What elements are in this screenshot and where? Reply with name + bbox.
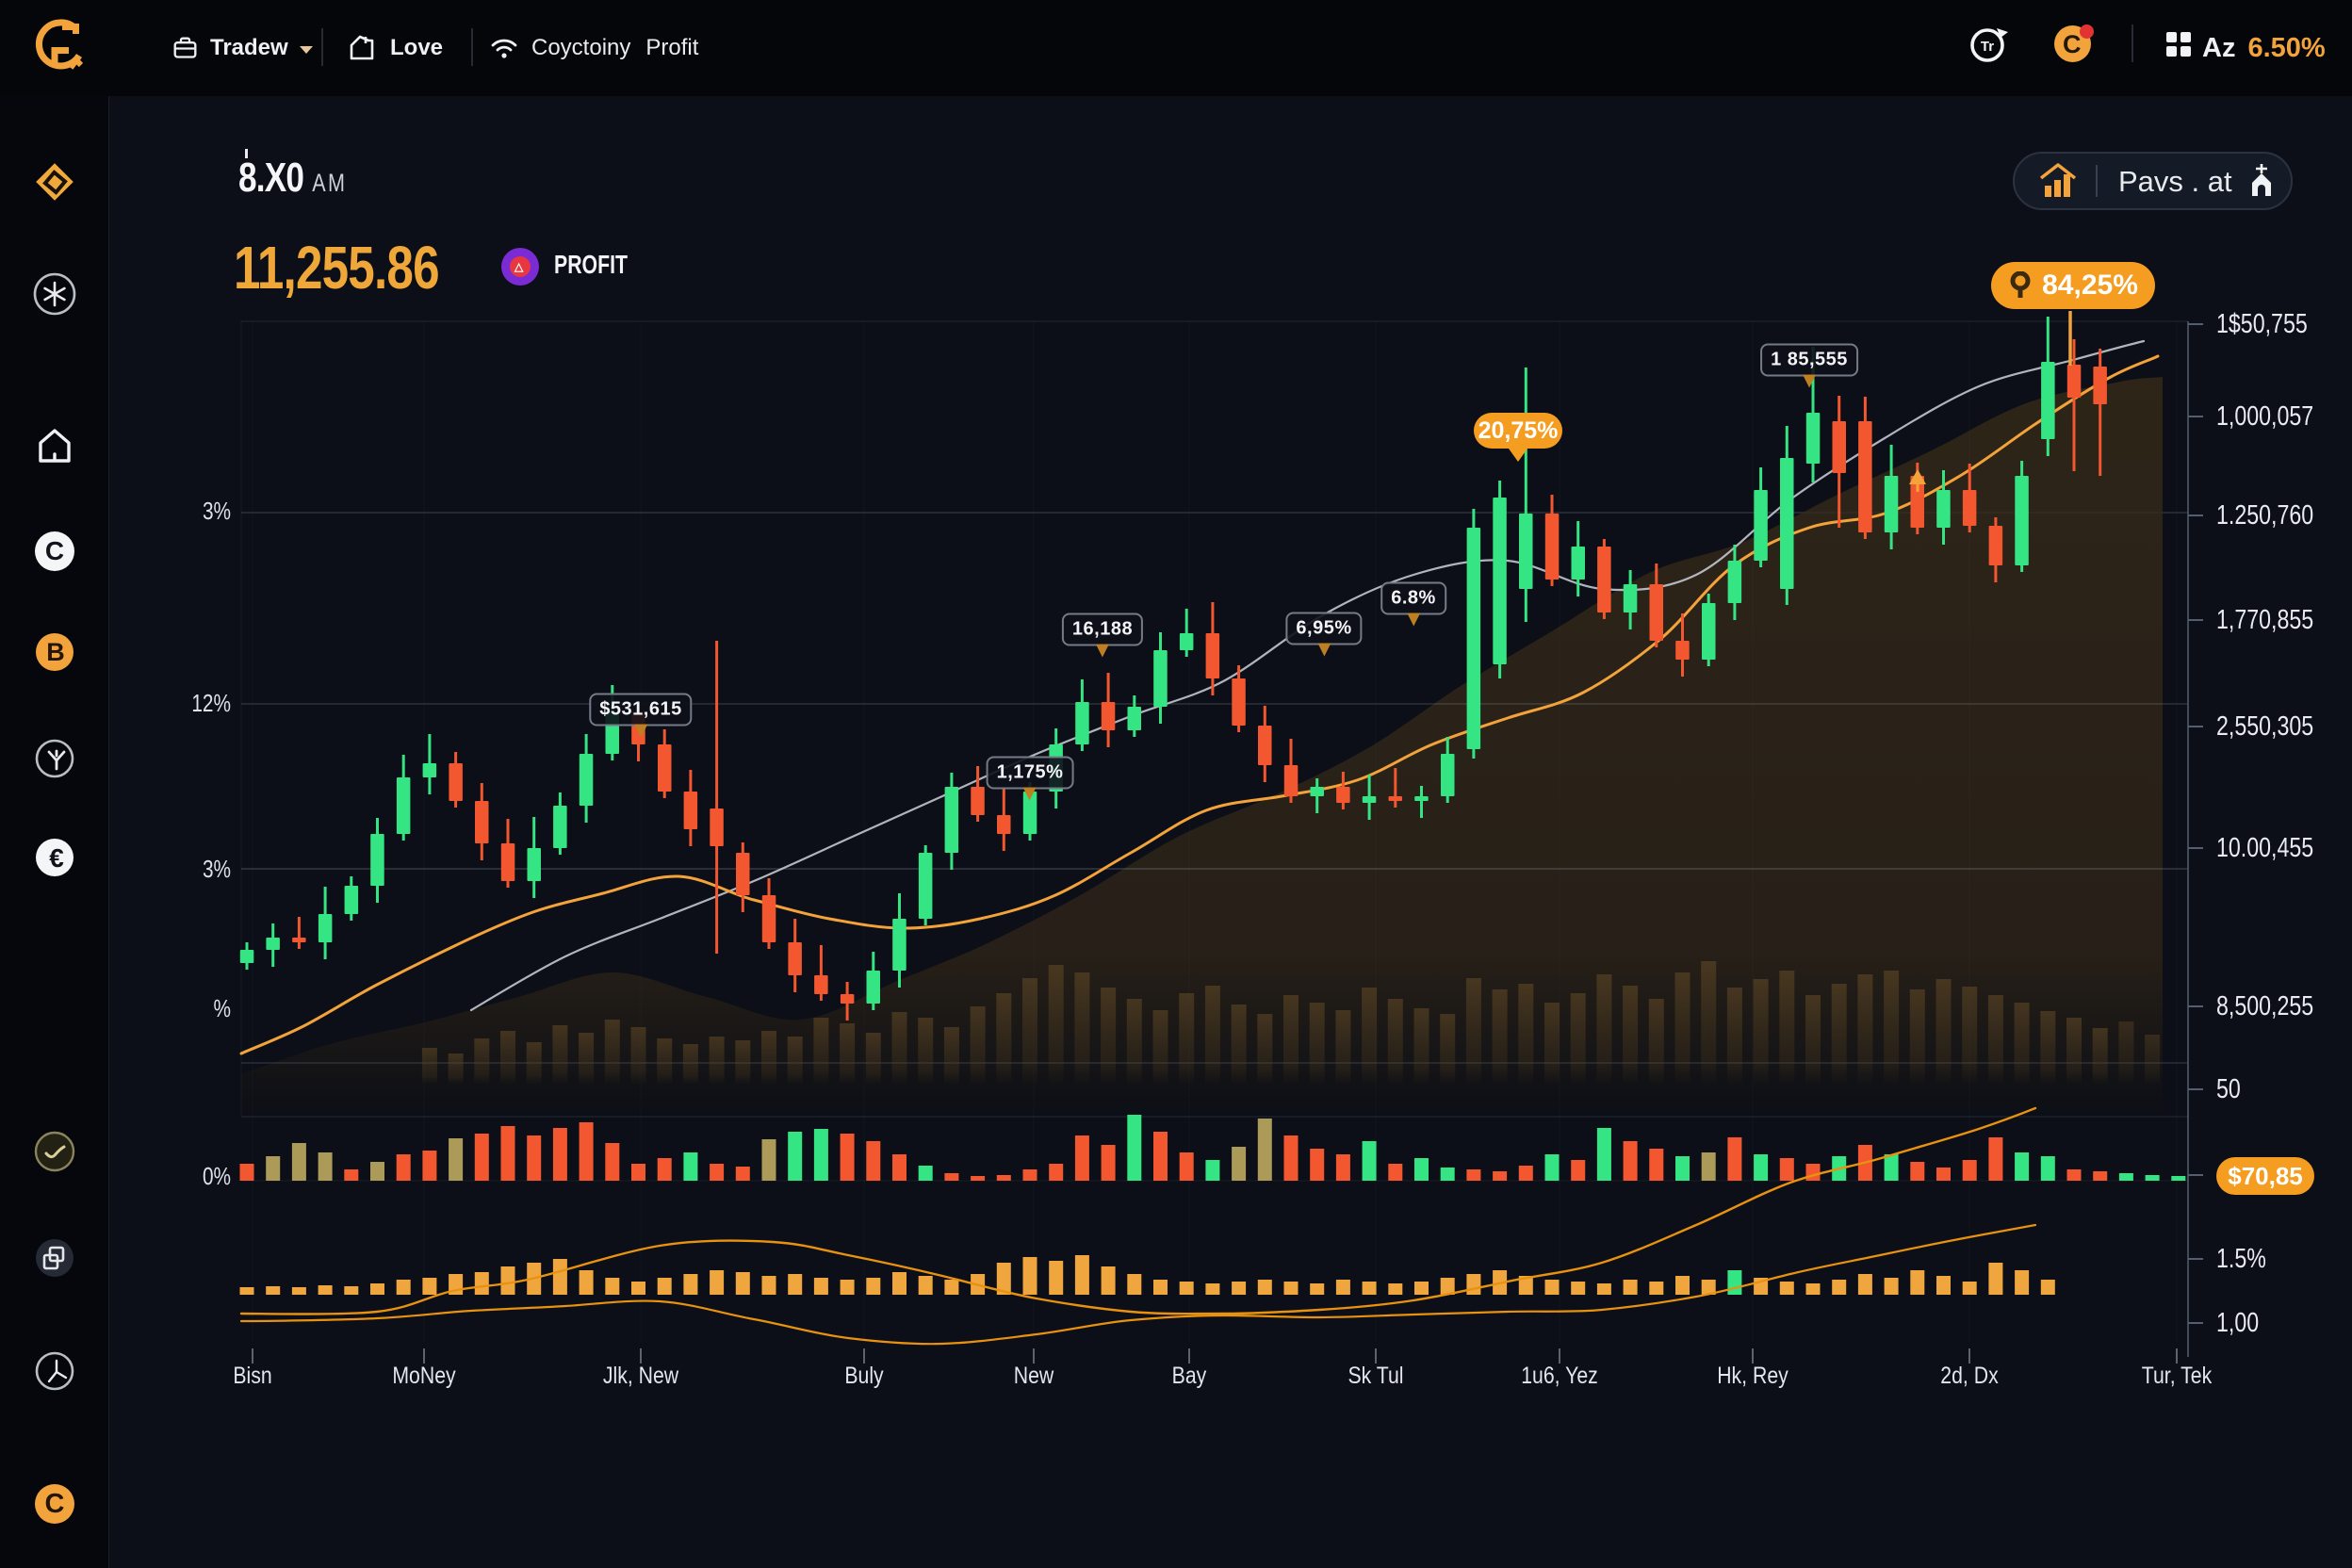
svg-text:B: B	[46, 638, 65, 666]
svg-text:C: C	[44, 1489, 64, 1519]
svg-text:C: C	[44, 536, 63, 565]
svg-text:€: €	[49, 843, 64, 873]
svg-text:Tr: Tr	[1981, 39, 1994, 55]
